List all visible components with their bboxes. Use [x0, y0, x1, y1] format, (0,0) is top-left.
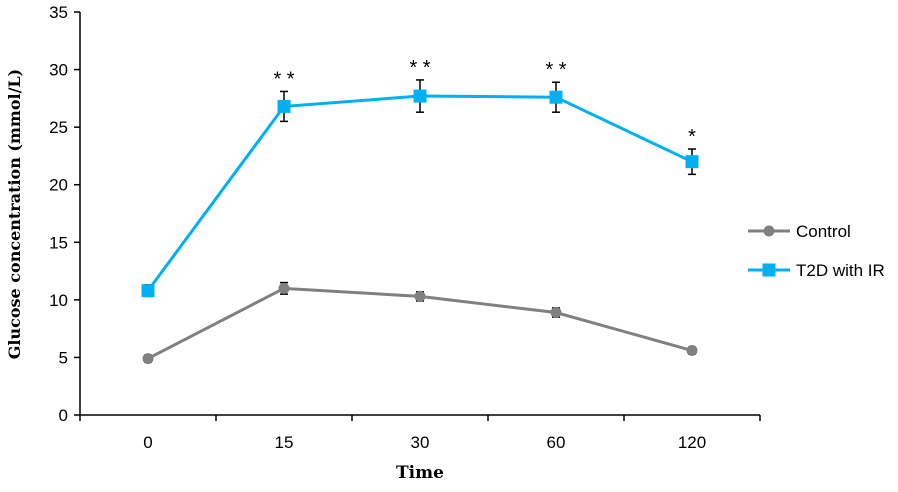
legend-label: Control: [796, 222, 851, 241]
legend-label: T2D with IR: [796, 261, 885, 280]
data-point: [549, 90, 563, 104]
data-point: [277, 99, 291, 113]
y-tick-label: 10: [49, 291, 68, 310]
data-point: [141, 284, 155, 298]
x-tick-label: 15: [275, 433, 294, 452]
data-point: [685, 155, 699, 169]
legend: Control T2D with IR: [748, 222, 885, 280]
y-tick-label: 0: [59, 406, 68, 425]
x-axis-label: Time: [396, 463, 444, 483]
data-point: [413, 89, 427, 103]
data-point: [550, 307, 562, 319]
x-tick-label: 30: [411, 433, 430, 452]
data-point: [278, 282, 290, 294]
data-point: [414, 290, 426, 302]
x-tick-label: 0: [143, 433, 152, 452]
legend-marker: [762, 263, 776, 277]
series-control: [142, 281, 698, 365]
legend-marker: [763, 225, 775, 237]
data-point: [142, 353, 154, 365]
y-tick-label: 25: [49, 118, 68, 137]
series-line: [146, 94, 693, 292]
series-group: * * * * * * *: [141, 57, 699, 365]
y-tick-label: 20: [49, 176, 68, 195]
series-t2d-with-ir: * * * * * * *: [141, 57, 699, 298]
y-tick-label: 35: [49, 3, 68, 22]
y-tick-label: 15: [49, 233, 68, 252]
significance-label: * *: [273, 68, 294, 90]
x-tick-label: 120: [678, 433, 706, 452]
x-tick-label: 60: [547, 433, 566, 452]
data-point: [686, 345, 698, 357]
significance-label: *: [688, 126, 696, 148]
significance-label: * *: [545, 59, 566, 81]
y-tick-label: 30: [49, 61, 68, 80]
significance-label: * *: [409, 57, 430, 79]
y-axis-label: Glucose concentration (mmol/L): [5, 69, 24, 360]
axes: 0 5 10 15 20 25 30 35 0 15 30 60 120: [49, 3, 761, 452]
y-tick-label: 5: [59, 348, 68, 367]
